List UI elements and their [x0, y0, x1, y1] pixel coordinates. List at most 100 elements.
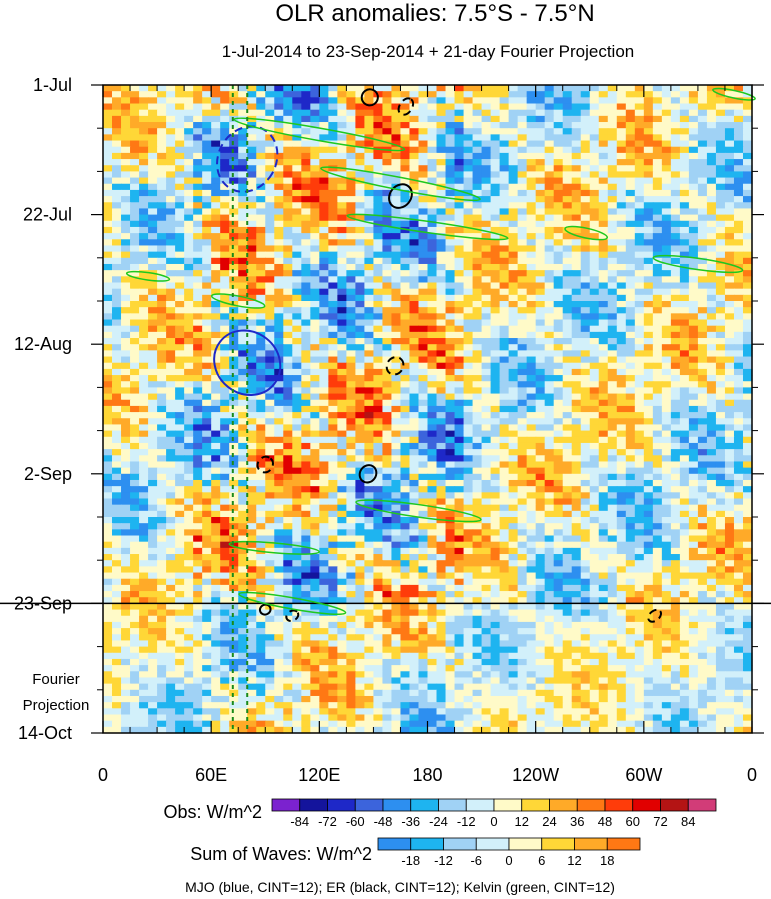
heatmap-cell	[400, 319, 411, 327]
heatmap-cell	[166, 294, 176, 302]
heatmap-cell	[562, 381, 573, 388]
heatmap-cell	[661, 504, 672, 512]
heatmap-cell	[265, 183, 275, 191]
heatmap-cell	[463, 368, 474, 376]
heatmap-cell	[652, 362, 663, 370]
heatmap-cell	[292, 393, 302, 401]
heatmap-cell	[175, 301, 185, 308]
heatmap-cell	[652, 183, 663, 191]
heatmap-cell	[139, 189, 149, 197]
heatmap-cell	[679, 301, 690, 308]
heatmap-cell	[364, 202, 375, 210]
heatmap-cell	[508, 146, 519, 154]
heatmap-cell	[166, 350, 176, 358]
heatmap-cell	[652, 492, 663, 500]
heatmap-cell	[499, 171, 510, 179]
heatmap-cell	[391, 344, 402, 351]
heatmap-cell	[274, 165, 284, 172]
heatmap-cell	[319, 91, 329, 98]
heatmap-cell	[229, 393, 239, 401]
heatmap-cell	[616, 313, 627, 321]
heatmap-cell	[436, 122, 447, 129]
heatmap-cell	[544, 251, 555, 259]
heatmap-cell	[427, 122, 438, 129]
heatmap-cell	[490, 492, 501, 500]
heatmap-cell	[742, 177, 753, 185]
heatmap-cell	[130, 442, 140, 450]
heatmap-cell	[607, 479, 618, 487]
heatmap-cell	[148, 319, 158, 327]
heatmap-cell	[652, 319, 663, 327]
heatmap-cell	[562, 393, 573, 401]
heatmap-cell	[229, 486, 239, 493]
heatmap-cell	[175, 510, 185, 518]
heatmap-cell	[409, 165, 420, 172]
heatmap-cell	[292, 97, 302, 105]
heatmap-cell	[598, 455, 609, 463]
heatmap-cell	[211, 313, 221, 321]
heatmap-cell	[346, 344, 356, 351]
heatmap-cell	[553, 233, 564, 240]
heatmap-cell	[301, 399, 311, 407]
heatmap-cell	[679, 381, 690, 388]
heatmap-cell	[229, 473, 239, 481]
heatmap-cell	[337, 276, 347, 284]
heatmap-cell	[220, 375, 230, 382]
heatmap-cell	[391, 461, 402, 469]
heatmap-cell	[184, 226, 194, 234]
heatmap-cell	[436, 263, 447, 271]
heatmap-cell	[211, 152, 221, 160]
heatmap-cell	[544, 97, 555, 105]
heatmap-cell	[544, 115, 555, 123]
heatmap-cell	[598, 233, 609, 240]
heatmap-cell	[589, 338, 600, 345]
heatmap-cell	[679, 165, 690, 172]
heatmap-cell	[706, 455, 717, 463]
heatmap-cell	[697, 233, 708, 240]
heatmap-cell	[706, 356, 717, 364]
heatmap-cell	[274, 85, 284, 92]
heatmap-cell	[598, 270, 609, 277]
heatmap-cell	[445, 214, 456, 222]
heatmap-cell	[193, 239, 203, 247]
heatmap-cell	[202, 424, 212, 432]
heatmap-cell	[517, 424, 528, 432]
heatmap-cell	[220, 350, 230, 358]
heatmap-cell	[634, 103, 645, 111]
heatmap-cell	[148, 159, 158, 166]
heatmap-cell	[670, 140, 681, 148]
heatmap-cell	[472, 263, 483, 271]
heatmap-cell	[634, 319, 645, 327]
heatmap-cell	[193, 251, 203, 259]
heatmap-cell	[283, 301, 293, 308]
heatmap-cell	[409, 245, 420, 253]
heatmap-cell	[238, 301, 248, 308]
heatmap-cell	[436, 368, 447, 376]
heatmap-cell	[490, 436, 501, 444]
heatmap-cell	[157, 183, 167, 191]
heatmap-cell	[454, 245, 465, 253]
heatmap-cell	[328, 362, 338, 370]
heatmap-cell	[400, 245, 411, 253]
heatmap-cell	[544, 152, 555, 160]
heatmap-cell	[139, 479, 149, 487]
heatmap-cell	[193, 294, 203, 302]
heatmap-cell	[400, 189, 411, 197]
heatmap-cell	[175, 442, 185, 450]
heatmap-cell	[544, 331, 555, 339]
heatmap-cell	[301, 424, 311, 432]
heatmap-cell	[184, 140, 194, 148]
heatmap-cell	[193, 159, 203, 166]
heatmap-cell	[337, 418, 347, 426]
heatmap-cell	[265, 399, 275, 407]
heatmap-cell	[355, 368, 365, 376]
heatmap-cell	[463, 301, 474, 308]
heatmap-cell	[292, 282, 302, 290]
heatmap-cell	[643, 97, 654, 105]
heatmap-cell	[733, 436, 744, 444]
heatmap-cell	[733, 504, 744, 512]
heatmap-cell	[715, 399, 726, 407]
heatmap-cell	[517, 183, 528, 191]
heatmap-cell	[319, 412, 329, 419]
heatmap-cell	[202, 220, 212, 228]
